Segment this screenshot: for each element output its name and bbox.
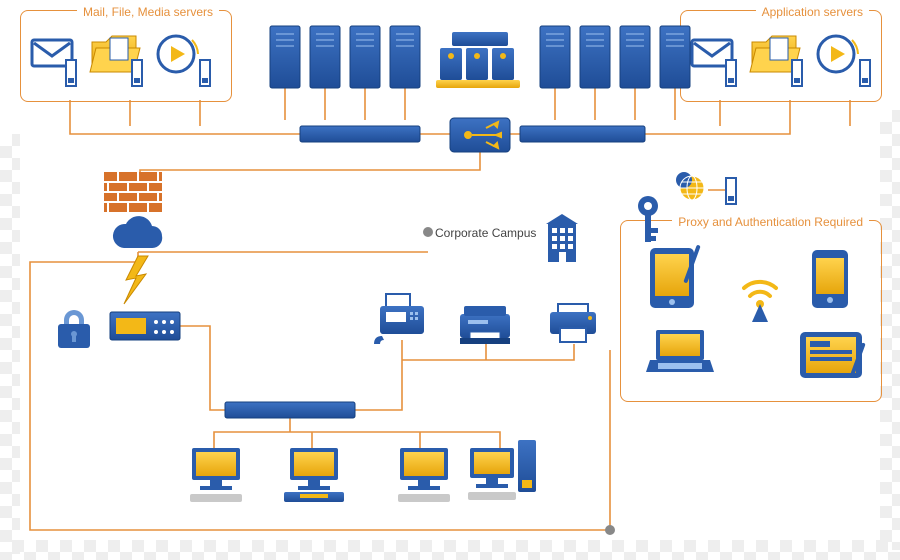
copier-icon [460,306,510,344]
mini-server-icon [792,60,802,86]
diagram-icons [0,0,900,560]
wifi-icon [744,282,776,322]
mini-server-icon [726,60,736,86]
tablet-icon [650,245,701,308]
globe-icon [676,172,704,200]
mini-server-icon [132,60,142,86]
mini-server-icon [860,60,870,86]
media-icon [818,36,858,72]
workstation-icon [398,448,450,502]
media-icon [158,36,198,72]
card-stack-icon [436,32,520,88]
printer-icon [550,304,596,342]
mini-server-icon [200,60,210,86]
mini-server-icon [726,178,736,204]
lightning-icon [124,256,148,304]
tablet-landscape-icon [800,332,866,378]
fax-icon [374,294,424,344]
mini-server-icon [66,60,76,86]
router-icon [450,118,510,152]
workstation-icon [190,448,242,502]
workstation-icon [284,448,344,502]
workstation-tower-icon [468,440,536,500]
firewall-icon [104,172,162,212]
lock-icon [58,310,90,348]
building-icon [546,214,578,262]
laptop-icon [646,330,714,372]
modem-icon [110,312,180,340]
cloud-icon [113,216,162,248]
key-icon [638,196,658,242]
switch-icon [225,126,645,418]
phone-icon [812,250,848,308]
